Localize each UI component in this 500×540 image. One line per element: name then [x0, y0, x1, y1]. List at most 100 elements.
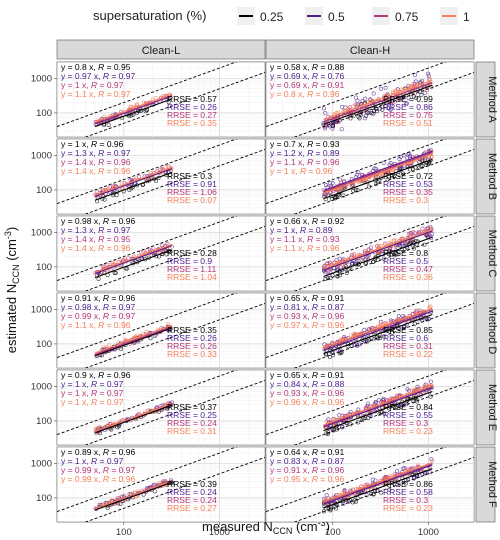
fit-equation: y = 1.1 x, R = 0.96 — [61, 320, 131, 330]
fit-line — [323, 153, 433, 194]
data-point — [413, 73, 418, 78]
rrse-label: RRSE = 0.07 — [167, 195, 217, 205]
facet-panel: y = 1 x, R = 0.96y = 1.3 x, R = 0.97y = … — [31, 138, 266, 215]
data-point — [362, 327, 367, 332]
fit-equation: y = 0.97 x, R = 0.97 — [61, 71, 135, 81]
facet-plot-area — [57, 62, 265, 137]
fit-equation: y = 0.69 x, R = 0.91 — [270, 80, 344, 90]
rrse-label: RRSE = 0.35 — [383, 187, 433, 197]
fit-line — [323, 464, 433, 505]
x-tick-label: 1000 — [209, 527, 230, 538]
fit-equation: y = 1 x, R = 0.89 — [270, 225, 333, 235]
data-point — [422, 383, 427, 388]
fit-line — [94, 404, 173, 434]
rrse-label: RRSE = 0.26 — [167, 102, 217, 112]
row-strip-label: Method E — [486, 384, 498, 431]
data-point — [330, 126, 335, 131]
legend-label: 1 — [463, 10, 470, 24]
data-point — [378, 106, 383, 111]
column-strip — [265, 39, 475, 60]
fit-equation: y = 0.89 x, R = 0.96 — [61, 447, 135, 457]
fit-equation: y = 1 x, R = 0.97 — [61, 388, 124, 398]
rrse-label: RRSE = 0.3 — [167, 171, 212, 181]
data-point — [333, 195, 338, 200]
fit-line — [94, 326, 173, 355]
data-point — [323, 270, 328, 275]
data-point — [373, 166, 378, 171]
fit-line — [94, 327, 173, 357]
rrse-label: RRSE = 0.72 — [383, 171, 433, 181]
data-point — [170, 400, 175, 405]
data-point — [385, 170, 390, 175]
data-point — [325, 431, 330, 436]
data-point — [423, 383, 428, 388]
data-point — [328, 261, 333, 266]
data-point — [375, 488, 380, 493]
data-point — [164, 252, 169, 257]
fit-line — [323, 158, 433, 200]
rrse-label: RRSE = 0.27 — [167, 503, 217, 513]
rrse-label: RRSE = 0.33 — [167, 349, 217, 359]
fit-equation: y = 0.8 x, R = 0.95 — [61, 62, 131, 72]
data-point — [365, 339, 370, 344]
data-point — [374, 335, 379, 340]
data-point — [364, 493, 369, 498]
data-point — [397, 166, 402, 171]
facet-panel: y = 0.98 x, R = 0.96y = 1.3 x, R = 0.97y… — [31, 215, 266, 292]
fit-equation: y = 1.4 x, R = 0.95 — [61, 234, 131, 244]
data-point — [429, 232, 434, 237]
data-point — [363, 249, 368, 254]
rrse-label: RRSE = 1.11 — [167, 264, 216, 274]
data-point — [122, 257, 127, 262]
data-point — [340, 424, 345, 429]
row-strip-label: Method C — [486, 230, 498, 278]
rrse-label: RRSE = 0.36 — [383, 272, 433, 282]
data-point — [423, 382, 428, 387]
data-point — [107, 343, 112, 348]
data-point — [393, 238, 398, 243]
data-point — [386, 248, 391, 253]
fit-equation: y = 1.4 x, R = 0.96 — [61, 166, 131, 176]
rrse-label: RRSE = 0.3 — [383, 195, 428, 205]
y-tick-label: 100 — [36, 108, 52, 119]
reference-line — [57, 447, 238, 513]
fit-equation: y = 1 x, R = 0.97 — [61, 456, 124, 466]
fit-equation: y = 0.98 x, R = 0.97 — [61, 302, 135, 312]
facet-plot-area — [266, 447, 474, 522]
fit-equation: y = 0.97 x, R = 0.96 — [270, 320, 344, 330]
rrse-label: RRSE = 1.04 — [167, 272, 217, 282]
fit-line — [94, 480, 173, 509]
column-strip-label: Clean-H — [350, 45, 390, 57]
data-point — [355, 188, 360, 193]
data-point — [351, 104, 356, 109]
data-point — [144, 329, 149, 334]
fit-equation: y = 1.2 x, R = 0.89 — [270, 148, 340, 158]
facet-plot-area — [266, 216, 474, 291]
fit-line — [94, 166, 173, 196]
fit-equation: y = 0.66 x, R = 0.92 — [270, 216, 344, 226]
fit-equation: y = 1.1 x, R = 0.93 — [270, 234, 340, 244]
facet-panel: y = 0.91 x, R = 0.96y = 0.98 x, R = 0.97… — [31, 292, 266, 369]
rrse-label: RRSE = 0.39 — [167, 479, 217, 489]
data-point — [369, 245, 374, 250]
row-strip — [475, 369, 496, 446]
data-point — [401, 153, 406, 158]
data-point — [323, 126, 328, 131]
data-point — [391, 238, 396, 243]
fit-line — [94, 249, 173, 279]
data-point — [346, 499, 351, 504]
data-point — [321, 509, 326, 514]
fit-equation: y = 0.64 x, R = 0.91 — [270, 447, 344, 457]
data-point — [356, 407, 361, 412]
data-point — [102, 197, 107, 202]
data-point — [406, 231, 411, 236]
rrse-label: RRSE = 0.3 — [383, 495, 428, 505]
facet-panel: y = 0.64 x, R = 0.91y = 0.83 x, R = 0.87… — [265, 446, 475, 538]
fit-line — [323, 229, 433, 270]
data-point — [333, 259, 338, 264]
data-point — [160, 479, 165, 484]
data-point — [330, 181, 335, 186]
reference-line — [57, 139, 238, 205]
fit-line — [323, 84, 433, 125]
data-point — [326, 269, 331, 274]
